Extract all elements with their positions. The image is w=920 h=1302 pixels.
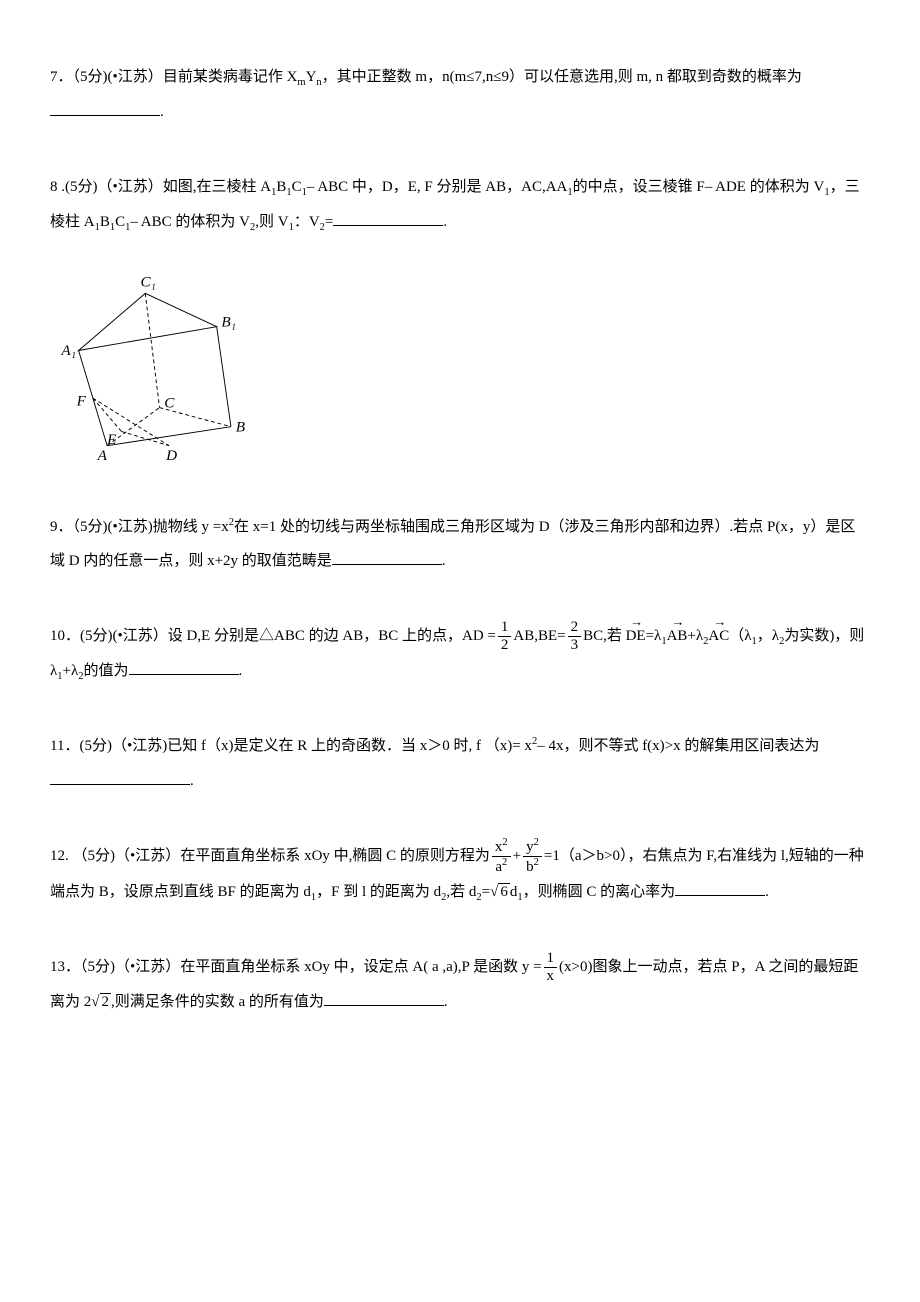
fraction: 23 xyxy=(568,620,582,653)
svg-text:B₁: B₁ xyxy=(221,314,236,331)
problem-10: 10．(5分)(•江苏）设 D,E 分别是△ABC 的边 AB，BC 上的点，A… xyxy=(50,619,870,689)
problem-9: 9．（5分)(•江苏)抛物线 y =x2在 x=1 处的切线与两坐标轴围成三角形… xyxy=(50,510,870,579)
problem-8: 8 .(5分)（•江苏）如图,在三棱柱 A1B1C1– ABC 中，D，E, F… xyxy=(50,170,870,470)
answer-blank xyxy=(332,549,442,565)
answer-blank xyxy=(129,659,239,675)
answer-blank xyxy=(675,880,765,896)
points: 5分 xyxy=(84,738,107,754)
problem-number: 9 xyxy=(50,519,58,535)
points: 5分 xyxy=(88,848,111,864)
vector-AC: AC xyxy=(708,619,729,654)
text: Y xyxy=(306,69,317,85)
problem-number: 8 xyxy=(50,179,58,195)
source: •江苏 xyxy=(130,848,165,864)
prism-figure: C₁ B₁ A₁ F E A D C B xyxy=(50,250,250,470)
svg-text:A: A xyxy=(97,447,108,464)
text: ，其中正整数 m，n(m≤7,n≤9）可以任意选用,则 m, n 都取到奇数的概… xyxy=(322,69,802,85)
fraction: 1x xyxy=(544,951,558,984)
svg-text:B: B xyxy=(236,418,245,435)
problem-number: 7 xyxy=(50,69,58,85)
sqrt: √6 xyxy=(490,875,510,910)
answer-blank xyxy=(50,100,160,116)
problem-12: 12. （5分)（•江苏）在平面直角坐标系 xOy 中,椭圆 C 的原则方程为x… xyxy=(50,838,870,910)
source: •江苏 xyxy=(113,69,148,85)
svg-text:C: C xyxy=(164,395,175,412)
problem-number: 12 xyxy=(50,848,65,864)
points: 5分 xyxy=(80,519,103,535)
svg-text:A₁: A₁ xyxy=(60,342,76,359)
problem-13: 13．（5分)（•江苏）在平面直角坐标系 xOy 中，设定点 A( a ,a),… xyxy=(50,950,870,1019)
source: •江苏 xyxy=(130,959,165,975)
svg-text:D: D xyxy=(165,447,177,464)
answer-blank xyxy=(333,210,443,226)
problem-11: 11．(5分)（•江苏)已知 f（x)是定义在 R 上的奇函数．当 x＞0 时,… xyxy=(50,729,870,798)
svg-text:F: F xyxy=(76,393,87,410)
vector-DE: DE xyxy=(626,619,646,654)
answer-blank xyxy=(50,769,190,785)
text: . xyxy=(160,104,164,120)
source: •江苏 xyxy=(118,628,153,644)
fraction: y2b2 xyxy=(523,838,542,875)
vector-AB: AB xyxy=(667,619,688,654)
svg-text:C₁: C₁ xyxy=(140,274,155,291)
source: •江苏 xyxy=(113,179,148,195)
points: 5分 xyxy=(85,628,108,644)
points: 5分 xyxy=(80,69,103,85)
answer-blank xyxy=(324,990,444,1006)
source: •江苏 xyxy=(113,519,148,535)
problem-number: 10 xyxy=(50,628,65,644)
problem-number: 13 xyxy=(50,959,65,975)
points: 5分 xyxy=(88,959,111,975)
source: •江苏 xyxy=(127,738,162,754)
text: 目前某类病毒记作 X xyxy=(163,69,298,85)
sub: m xyxy=(297,77,305,88)
text: 如图,在三棱柱 A xyxy=(163,179,271,195)
problem-number: 11 xyxy=(50,738,64,754)
svg-text:E: E xyxy=(106,431,117,448)
problem-7: 7．（5分)(•江苏）目前某类病毒记作 XmYn，其中正整数 m，n(m≤7,n… xyxy=(50,60,870,130)
fraction: x2a2 xyxy=(492,838,511,875)
fraction: 12 xyxy=(498,620,512,653)
sqrt: √2 xyxy=(91,985,111,1020)
points: 5分 xyxy=(70,179,93,195)
